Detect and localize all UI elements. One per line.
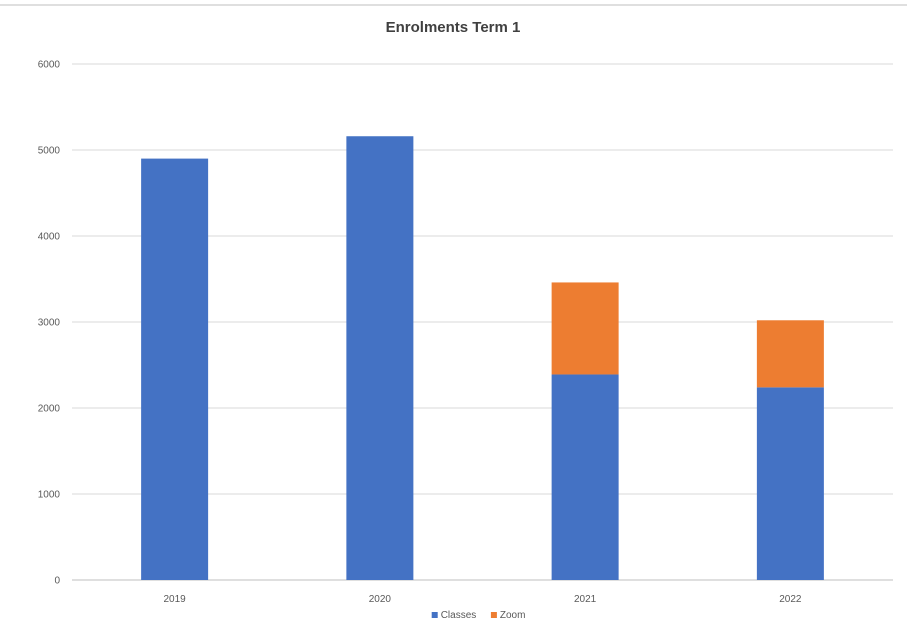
y-tick-label: 3000 [38,318,61,329]
y-tick-label: 1000 [38,490,61,501]
chart-title: Enrolments Term 1 [386,19,521,36]
bar-zoom-2022 [756,320,824,388]
y-axis: 0 1000 2000 3000 4000 5000 6000 [38,60,61,587]
bar-classes-2020 [346,136,414,581]
bars [141,136,824,581]
legend-swatch-zoom [490,612,497,618]
bar-classes-2022 [756,387,824,580]
legend: Classes Zoom [431,610,526,621]
y-tick-label: 5000 [38,146,61,157]
bar-zoom-2021 [551,282,619,375]
x-tick-label: 2020 [369,594,392,605]
y-tick-label: 0 [54,576,60,587]
x-axis: 2019 2020 2021 2022 [164,594,802,605]
y-tick-label: 6000 [38,60,61,71]
legend-swatch-classes [431,612,438,618]
y-tick-label: 4000 [38,232,61,243]
legend-label-classes: Classes [441,610,477,621]
x-tick-label: 2019 [164,594,187,605]
gridlines [72,63,893,581]
bar-classes-2021 [551,374,619,580]
x-tick-label: 2022 [779,594,802,605]
y-tick-label: 2000 [38,404,61,415]
bar-classes-2019 [141,158,209,580]
legend-label-zoom: Zoom [500,610,526,621]
x-tick-label: 2021 [574,594,597,605]
